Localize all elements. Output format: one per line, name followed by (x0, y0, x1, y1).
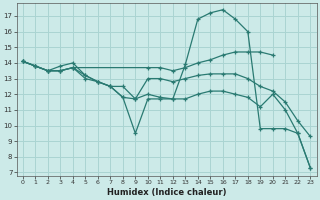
X-axis label: Humidex (Indice chaleur): Humidex (Indice chaleur) (107, 188, 226, 197)
